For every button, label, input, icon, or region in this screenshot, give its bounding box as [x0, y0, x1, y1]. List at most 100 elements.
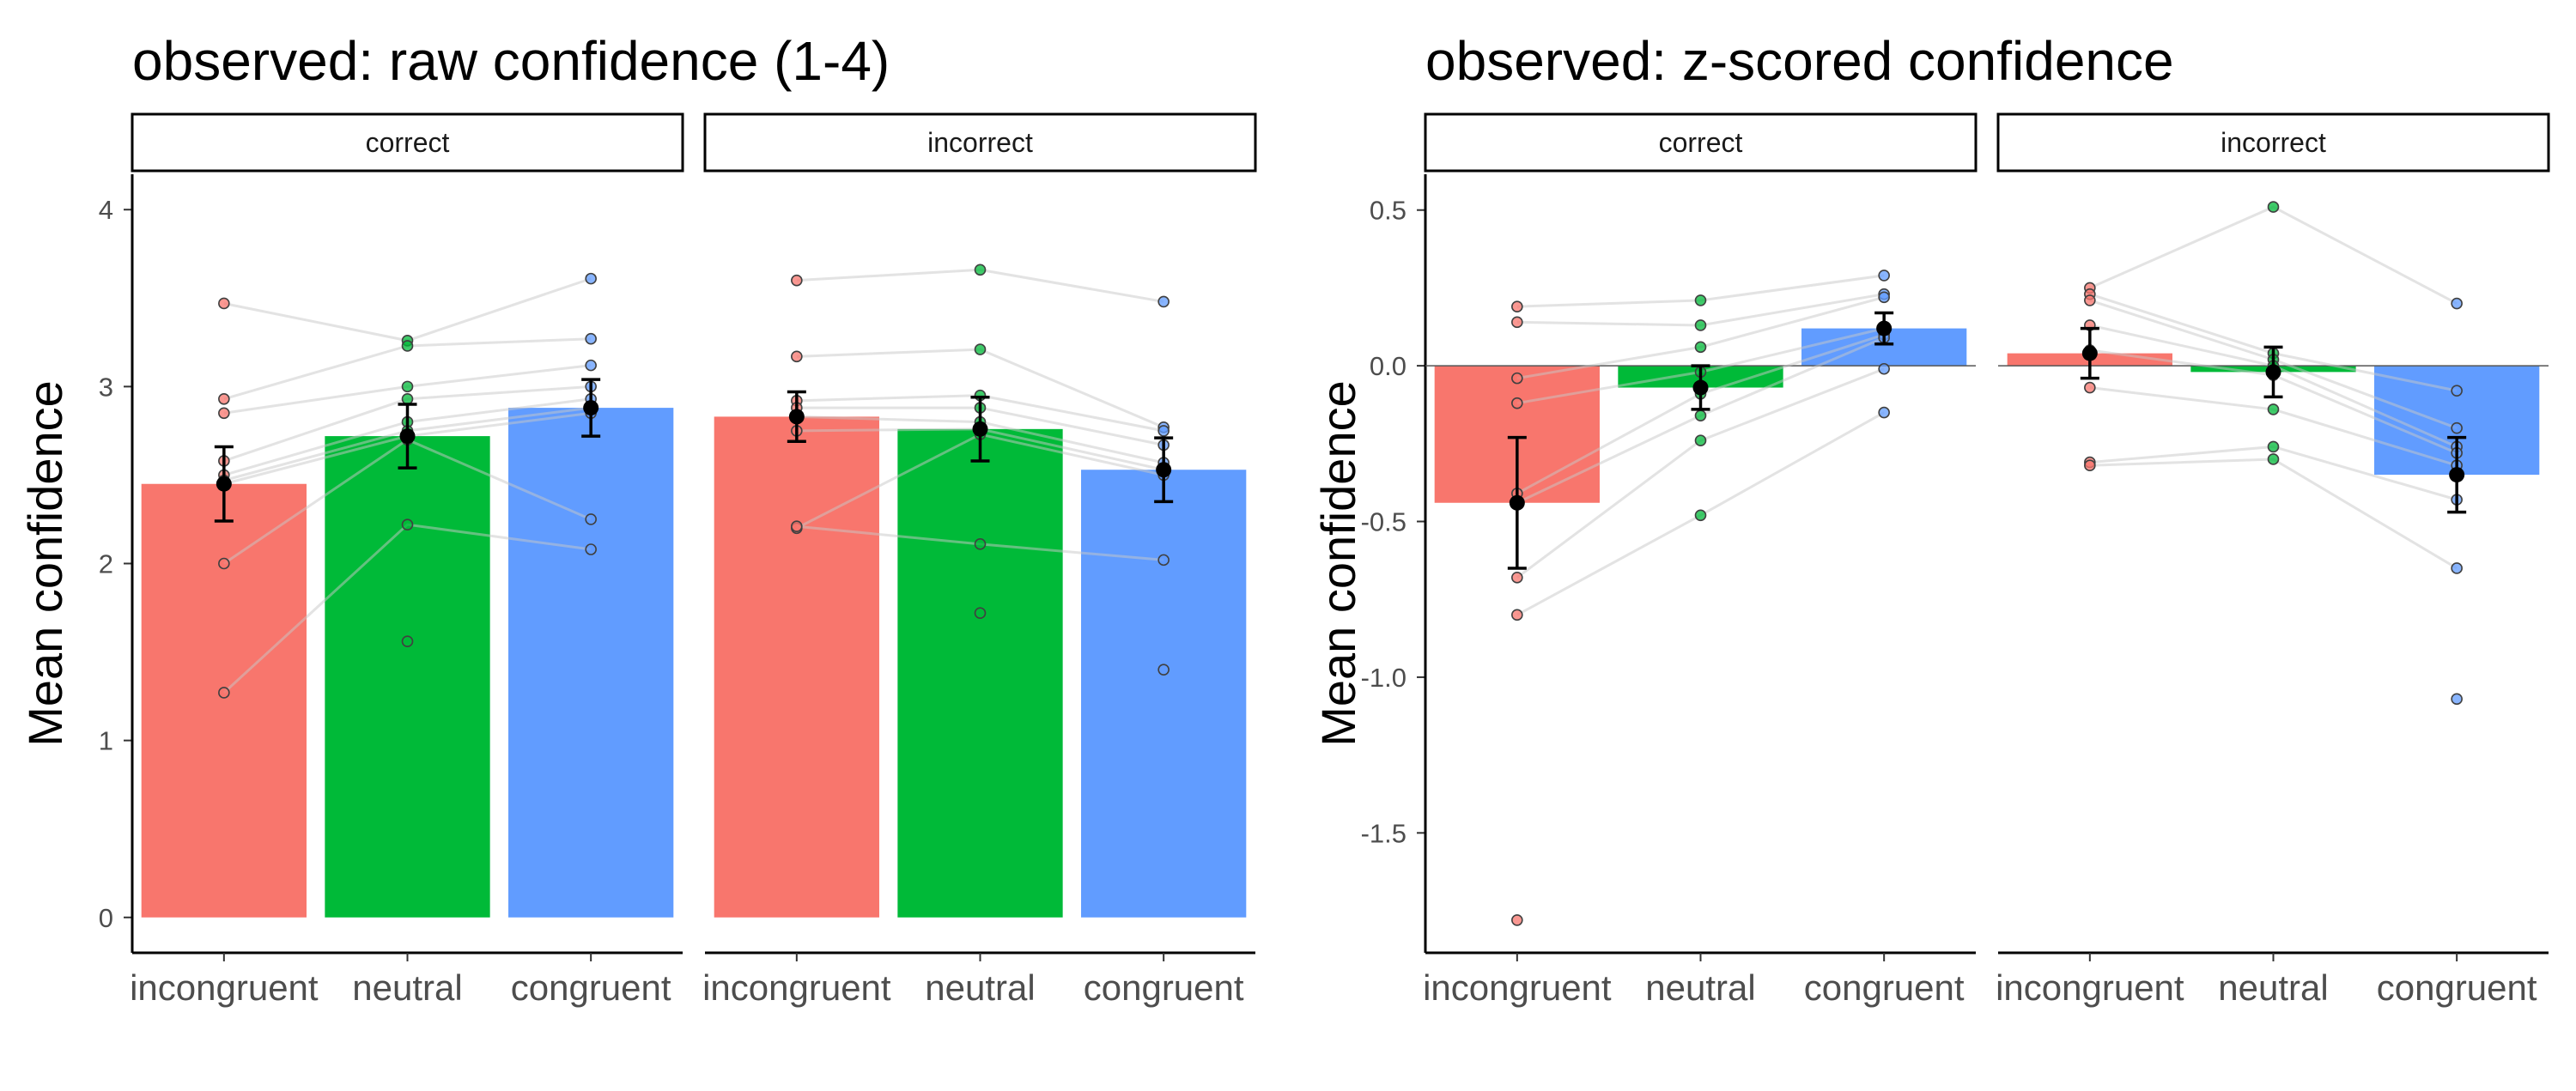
y-tick-label: 4 — [99, 195, 113, 225]
participant-point — [585, 543, 597, 555]
participant-point — [974, 343, 987, 355]
participant-point — [1157, 295, 1170, 308]
participant-point — [791, 274, 803, 287]
mean-point — [2449, 467, 2465, 483]
participant-point — [1694, 509, 1707, 522]
facet-strip-incorrect — [1996, 112, 2550, 173]
mean-point — [399, 428, 416, 445]
participant-point — [1694, 294, 1707, 306]
facet-strip-label: correct — [366, 127, 450, 158]
x-tick-label: neutral — [1645, 967, 1755, 1008]
bar-correct-neutral — [325, 436, 490, 918]
participant-point — [1511, 609, 1523, 621]
participant-point — [401, 518, 414, 530]
participant-point — [1878, 406, 1890, 419]
participant-point — [1878, 270, 1890, 282]
participant-point — [2084, 294, 2096, 306]
mean-point — [972, 421, 988, 437]
y-tick-label: 0.0 — [1370, 351, 1406, 381]
participant-line — [223, 277, 592, 342]
panel-title-1: observed: raw confidence (1-4) — [132, 30, 890, 92]
participant-point — [218, 687, 230, 699]
participant-point — [2451, 421, 2463, 434]
participant-point — [401, 635, 414, 648]
participant-point — [585, 513, 597, 525]
participant-line — [2089, 205, 2458, 305]
participant-point — [2451, 297, 2463, 310]
mean-point — [1692, 379, 1709, 396]
participant-point — [2267, 440, 2280, 453]
participant-point — [1511, 572, 1523, 584]
bar-correct-incongruent — [141, 483, 307, 918]
facet-strip-correct — [131, 112, 684, 173]
y-tick-label: 3 — [99, 372, 113, 402]
participant-point — [401, 392, 414, 405]
x-tick-label: neutral — [352, 967, 462, 1008]
participant-point — [585, 332, 597, 345]
y-tick-label: -1.5 — [1361, 818, 1406, 848]
participant-point — [585, 272, 597, 285]
participant-point — [2267, 453, 2280, 465]
mean-point — [216, 476, 232, 492]
bar-incorrect-incongruent — [714, 416, 879, 918]
x-tick-label: incongruent — [1996, 967, 2184, 1008]
bar-incorrect-congruent — [1081, 470, 1247, 918]
y-tick-label: 0.5 — [1370, 196, 1406, 226]
facet-strip-label: incorrect — [927, 127, 1033, 158]
x-tick-label: congruent — [1804, 967, 1965, 1008]
participant-point — [1511, 316, 1523, 329]
participant-point — [1694, 434, 1707, 446]
y-axis-label-1: Mean confidence — [18, 380, 72, 747]
participant-point — [2084, 381, 2096, 394]
participant-point — [1511, 397, 1523, 409]
facet-strip-correct — [1424, 112, 1978, 173]
mean-point — [583, 400, 599, 416]
participant-point — [1878, 362, 1890, 375]
x-tick-label: incongruent — [1423, 967, 1612, 1008]
y-tick-label: 2 — [99, 549, 113, 579]
participant-point — [1157, 425, 1170, 437]
participant-point — [2451, 693, 2463, 706]
x-tick-label: congruent — [511, 967, 671, 1008]
mean-point — [1156, 462, 1172, 478]
participant-point — [1511, 372, 1523, 385]
participant-point — [974, 538, 987, 550]
participant-point — [2267, 403, 2280, 415]
participant-point — [1157, 554, 1170, 567]
y-tick-label: -1.0 — [1361, 663, 1406, 693]
participant-point — [401, 340, 414, 352]
participant-point — [218, 407, 230, 420]
y-axis-label-2: Mean confidence — [1311, 380, 1365, 747]
participant-point — [1694, 409, 1707, 421]
mean-point — [2265, 364, 2281, 380]
participant-line — [2089, 458, 2458, 570]
participant-point — [1511, 914, 1523, 926]
participant-point — [585, 359, 597, 372]
participant-point — [218, 392, 230, 405]
participant-point — [218, 297, 230, 310]
x-tick-label: congruent — [1084, 967, 1244, 1008]
participant-point — [791, 520, 803, 533]
bar-incorrect-neutral — [897, 428, 1063, 918]
participant-point — [1694, 341, 1707, 354]
participant-point — [2084, 459, 2096, 472]
participant-point — [1878, 291, 1890, 304]
participant-point — [1157, 664, 1170, 676]
x-tick-label: congruent — [2377, 967, 2537, 1008]
participant-point — [2451, 385, 2463, 397]
x-tick-label: neutral — [925, 967, 1035, 1008]
participant-point — [1694, 319, 1707, 331]
facet-strip-incorrect — [703, 112, 1257, 173]
panel-title-2: observed: z-scored confidence — [1425, 30, 2174, 92]
x-tick-label: neutral — [2218, 967, 2328, 1008]
y-tick-label: -0.5 — [1361, 507, 1406, 537]
mean-point — [1509, 494, 1525, 511]
participant-point — [974, 264, 987, 276]
participant-point — [791, 350, 803, 363]
mean-point — [788, 409, 805, 425]
x-tick-label: incongruent — [130, 967, 319, 1008]
participant-point — [2267, 201, 2280, 213]
facet-strip-label: correct — [1659, 127, 1743, 158]
y-tick-label: 0 — [99, 903, 113, 933]
